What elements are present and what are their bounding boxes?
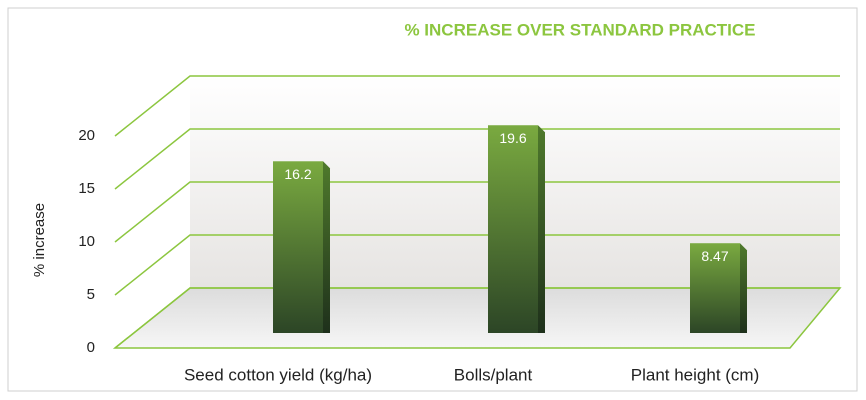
y-tick-label: 5 [87,286,95,303]
grid-line [114,181,840,243]
bar-side [538,125,545,334]
value-label: 16.2 [284,166,311,182]
grid-line [114,128,840,190]
grid-line [114,75,840,137]
value-label: 19.6 [499,130,526,146]
chart-title: % INCREASE OVER STANDARD PRACTICE [404,20,755,39]
grid-line [114,287,840,349]
x-tick-label: Seed cotton yield (kg/ha) [184,365,372,384]
y-tick-label: 20 [78,127,95,144]
grid-line [114,234,840,296]
y-tick-label: 15 [78,180,95,197]
bar [488,125,545,334]
x-tick-label: Plant height (cm) [631,365,760,384]
bar-side [323,161,330,333]
value-label: 8.47 [701,248,728,264]
y-tick-label: 10 [78,233,95,250]
x-tick-label: Bolls/plant [454,365,533,384]
y-tick-label: 0 [87,339,95,356]
bar [690,243,747,333]
y-axis-label: % increase [31,203,48,277]
bar [273,161,330,333]
bar-front [488,125,538,334]
bar-side [740,243,747,333]
bar-front [690,243,740,333]
bar-front [273,161,323,333]
